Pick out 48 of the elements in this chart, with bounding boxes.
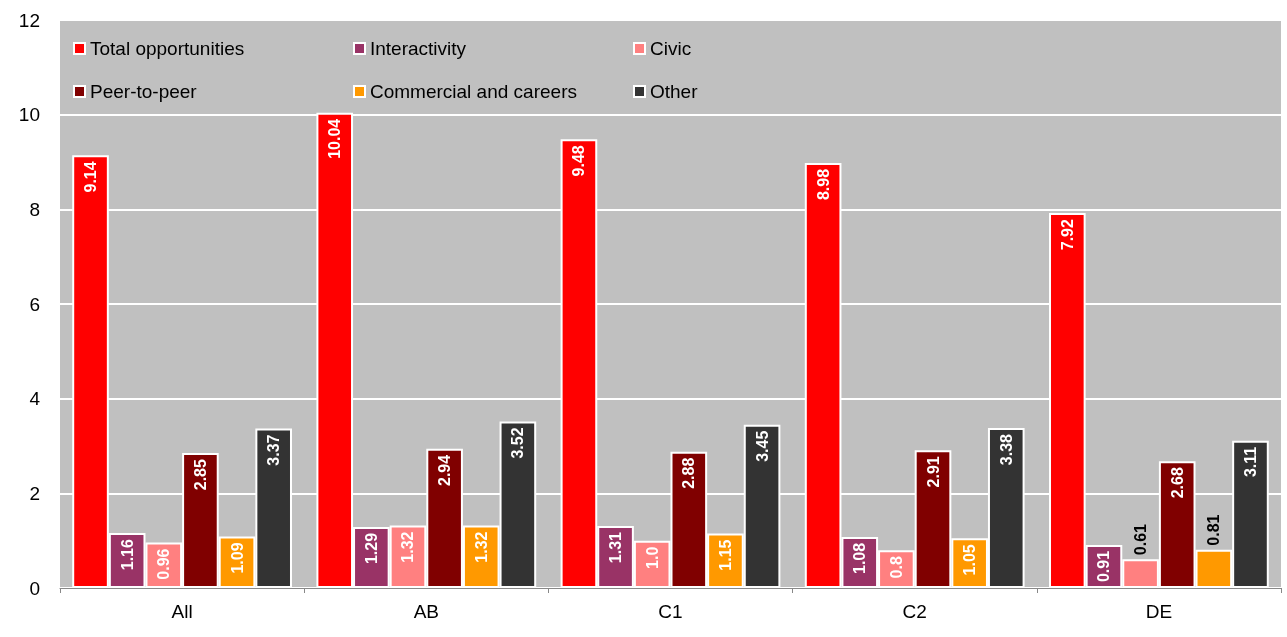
legend-label: Total opportunities [90,38,245,59]
data-label: 1.15 [716,539,734,571]
data-label: 1.09 [228,542,246,574]
legend-label: Civic [650,38,692,59]
data-label: 0.8 [887,556,905,579]
data-label: 3.38 [997,433,1015,466]
data-label: 3.11 [1241,446,1259,478]
legend-label: Commercial and careers [370,81,577,102]
data-label: 9.14 [82,161,100,193]
data-label: 8.98 [814,168,832,201]
x-tick-label: C1 [658,601,683,622]
x-tick-label: C2 [902,601,927,622]
data-label: 3.45 [753,430,771,462]
data-label: 1.0 [643,546,661,569]
data-label: 0.81 [1205,514,1223,546]
y-tick-label: 10 [18,104,40,126]
data-label: 2.88 [680,457,698,489]
y-tick-label: 0 [29,577,40,599]
data-label: 1.32 [399,531,417,563]
y-tick-label: 6 [29,293,40,315]
data-label: 2.94 [436,454,454,486]
data-label: 3.52 [509,427,527,459]
x-tick-label: All [171,601,193,622]
data-label: 3.37 [265,434,283,466]
data-label: 9.48 [570,145,588,177]
y-tick-label: 2 [29,482,40,504]
data-label: 1.29 [362,532,380,565]
legend-label: Other [650,81,699,102]
data-label: 2.68 [1168,467,1186,499]
data-label: 2.91 [924,456,942,488]
data-label: 1.32 [472,531,490,563]
y-tick-label: 12 [18,9,40,31]
data-label: 0.96 [155,548,173,580]
y-tick-label: 8 [29,198,40,220]
data-label: 10.04 [326,118,344,159]
data-label: 0.91 [1095,550,1113,583]
data-label: 1.05 [961,544,979,576]
y-tick-label: 4 [29,388,41,410]
data-label: 0.61 [1132,523,1150,556]
legend-label: Interactivity [370,38,467,59]
data-label: 7.92 [1058,219,1076,251]
data-label: 2.85 [191,459,209,491]
legend-label: Peer-to-peer [90,81,198,102]
data-label: 1.16 [118,538,136,571]
x-tick-label: DE [1145,601,1173,622]
data-label: 1.31 [607,531,625,564]
data-label: 1.08 [851,542,869,575]
x-tick-label: AB [413,601,439,622]
